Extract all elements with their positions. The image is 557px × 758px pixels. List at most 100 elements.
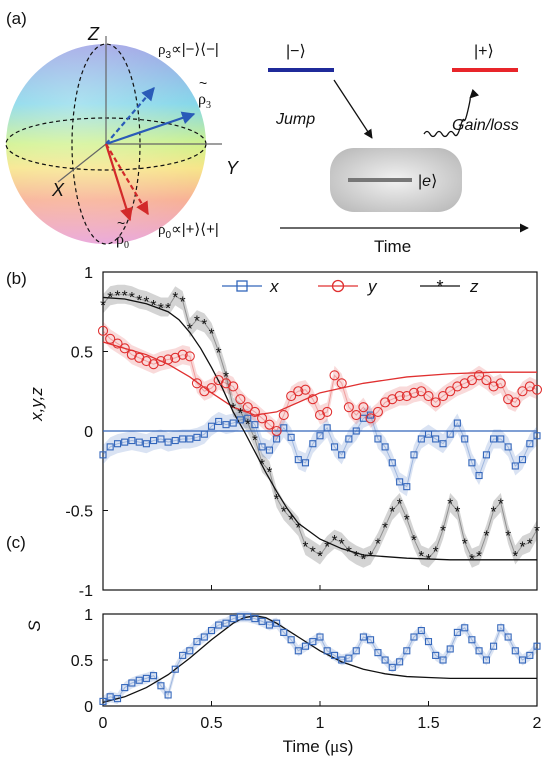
data-point <box>481 375 492 386</box>
data-point <box>336 378 347 389</box>
data-point <box>135 438 143 446</box>
data-point: * <box>303 538 309 555</box>
data-point <box>396 658 404 666</box>
data-point <box>374 435 382 443</box>
legend-x-marker <box>236 280 248 292</box>
data-point <box>322 406 333 417</box>
data-point <box>424 638 433 646</box>
data-point <box>251 421 259 429</box>
data-point <box>271 425 282 437</box>
data-point: * <box>375 535 381 552</box>
data-point: * <box>505 527 511 544</box>
data-point <box>207 627 216 635</box>
data-point: * <box>397 496 403 513</box>
data-point <box>475 647 483 655</box>
data-point <box>453 628 461 636</box>
data-point <box>113 695 122 703</box>
data-point <box>179 435 187 443</box>
time-axis-label: Time (μs) <box>283 737 354 756</box>
rho0-dashed-arrow <box>105 143 149 216</box>
data-point <box>388 459 396 467</box>
data-point <box>220 378 232 389</box>
data-point <box>258 443 266 451</box>
legend-z-marker: * <box>436 277 443 297</box>
data-point: * <box>491 504 497 521</box>
uncertainty-band <box>103 611 537 707</box>
data-point <box>280 424 288 432</box>
fit-curve <box>102 341 537 416</box>
data-trace <box>102 330 538 432</box>
gain-loss-wavy-arrow <box>423 88 480 138</box>
data-point <box>352 647 360 655</box>
data-point <box>294 647 302 655</box>
data-point <box>453 419 461 427</box>
data-point <box>179 651 187 659</box>
data-point <box>401 390 412 402</box>
data-point <box>475 471 483 480</box>
data-point: * <box>433 543 439 560</box>
data-point <box>345 654 353 662</box>
data-point <box>142 674 150 682</box>
data-point <box>184 351 195 362</box>
panel-b-ylabel: x,y,z <box>27 387 46 422</box>
data-point: * <box>346 543 352 560</box>
data-point: * <box>484 527 490 544</box>
data-point <box>150 436 158 445</box>
ket-minus-label: |−⟩ <box>286 43 306 60</box>
y-tick-label: -0.5 <box>65 504 93 521</box>
data-point <box>510 397 521 408</box>
data-point <box>215 621 223 629</box>
data-point <box>380 397 391 408</box>
data-point <box>164 438 172 446</box>
data-point <box>278 410 289 421</box>
data-point <box>423 390 434 402</box>
data-point <box>533 432 541 440</box>
data-point <box>206 383 217 394</box>
panel-c-ylabel: S <box>25 620 44 632</box>
ket-e-label: |e⟩ <box>418 173 437 190</box>
data-point: * <box>520 538 526 555</box>
data-point <box>121 438 129 446</box>
legend-x-label: x <box>269 277 279 296</box>
data-point <box>244 414 252 422</box>
data-point <box>235 394 246 405</box>
rho3-projector-label: ρ3∝|−⟩⟨−| <box>158 41 219 61</box>
data-point: * <box>332 532 338 549</box>
x-axis-label: X <box>51 180 65 200</box>
data-point: * <box>281 504 287 521</box>
data-point <box>199 386 210 397</box>
data-point: * <box>447 496 453 513</box>
data-point: * <box>368 548 374 565</box>
data-point <box>121 684 129 692</box>
data-point <box>316 633 324 641</box>
bloch-sphere: Z Y X <box>5 24 240 245</box>
data-point <box>518 456 527 464</box>
data-point: * <box>115 287 121 304</box>
data-point <box>113 440 122 448</box>
data-point <box>229 615 237 623</box>
data-point <box>381 443 389 451</box>
data-point <box>352 427 360 435</box>
x-tick-label: 1 <box>316 715 325 732</box>
data-point: * <box>411 532 417 549</box>
data-point <box>265 446 273 454</box>
jump-arrow <box>333 79 373 139</box>
data-point <box>374 649 382 657</box>
x-tick-label: 0 <box>99 715 108 732</box>
y-tick-label: -1 <box>79 583 93 600</box>
data-point <box>424 430 433 438</box>
time-label: Time <box>374 237 411 256</box>
data-point <box>437 390 449 402</box>
data-point: * <box>454 504 460 521</box>
data-point <box>157 435 165 443</box>
ket-plus-label: |+⟩ <box>474 43 494 60</box>
data-point <box>164 691 172 699</box>
data-point <box>301 459 310 467</box>
data-point <box>236 416 244 424</box>
uncertainty-band <box>103 405 537 497</box>
data-point <box>97 325 109 336</box>
data-point: * <box>469 551 475 568</box>
data-point <box>446 430 454 438</box>
legend-y-marker <box>331 279 345 293</box>
